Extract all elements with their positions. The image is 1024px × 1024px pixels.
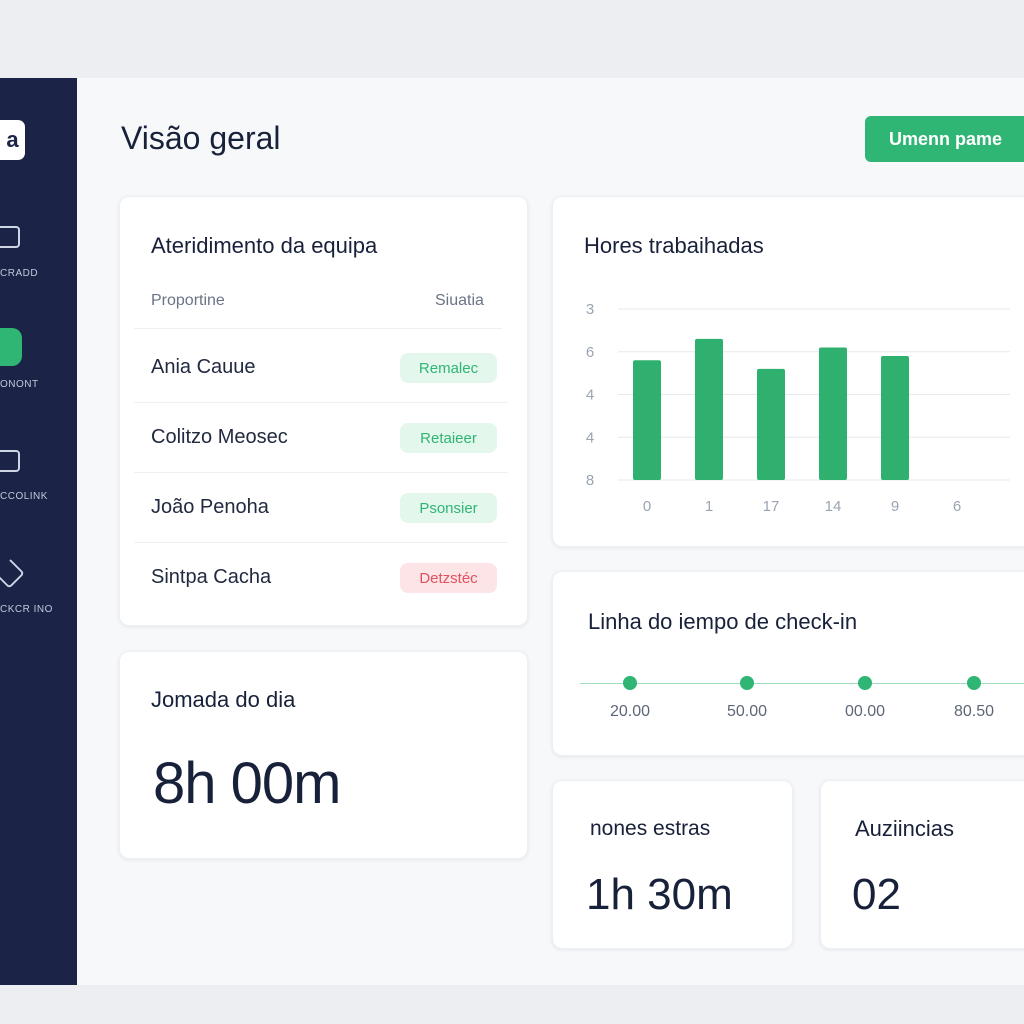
bar — [695, 338, 723, 480]
y-tick-label: 4 — [586, 387, 594, 404]
timeline-dot — [740, 676, 754, 690]
timeline-label: 20.00 — [609, 703, 651, 720]
nav-label[interactable]: CCOLINK — [0, 491, 48, 502]
nav-label[interactable]: CKCR INO — [0, 604, 53, 615]
x-tick-label: 14 — [825, 498, 842, 515]
member-name: Sintpa Cacha — [151, 566, 272, 588]
x-tick-label: 6 — [953, 498, 961, 515]
absence-value: 02 — [852, 870, 901, 919]
member-name: Ania Cauue — [151, 356, 256, 378]
row-separator — [134, 402, 508, 403]
primary-button[interactable]: Umenn pame — [865, 116, 1024, 162]
extra-value: 1h 30m — [586, 870, 733, 919]
bar — [757, 368, 785, 480]
status-badge: Detzstéc — [400, 563, 497, 593]
status-badge: Retaieer — [400, 423, 497, 453]
row-separator — [134, 472, 508, 473]
day-card — [119, 651, 528, 859]
card-title: Auziincias — [855, 816, 955, 841]
hours-card — [552, 196, 1024, 547]
bar — [819, 347, 847, 480]
column-header: Proportine — [151, 292, 225, 309]
card-title: nones estras — [590, 817, 711, 840]
bar — [633, 360, 661, 480]
extra-card — [552, 780, 793, 949]
x-tick-label: 0 — [643, 498, 651, 515]
card-title: Linha do iempo de check-in — [588, 609, 858, 634]
timeline-card — [552, 571, 1024, 756]
y-tick-label: 8 — [586, 472, 594, 489]
x-tick-label: 9 — [891, 498, 899, 515]
timeline-label: 80.50 — [953, 703, 995, 720]
timeline-dot — [858, 676, 872, 690]
nav-icon[interactable] — [0, 450, 20, 472]
row-separator — [134, 542, 508, 543]
sidebar — [0, 78, 77, 985]
card-title: Jomada do dia — [151, 687, 296, 712]
timeline-line — [580, 683, 1024, 684]
y-tick-label: 3 — [586, 301, 594, 318]
y-tick-label: 4 — [586, 429, 594, 446]
logo[interactable]: a — [0, 120, 25, 160]
status-badge: Psonsier — [400, 493, 497, 523]
absence-card — [820, 780, 1024, 949]
bar-chart: 3 6 4 4 8 0 1 17 14 9 6 — [586, 301, 1010, 515]
timeline-dot — [623, 676, 637, 690]
x-tick-label: 1 — [705, 498, 713, 515]
column-header: Siuatia — [435, 292, 484, 309]
status-badge: Remalec — [400, 353, 497, 383]
team-card — [119, 196, 528, 626]
x-tick-label: 17 — [763, 498, 780, 515]
bar — [881, 356, 909, 480]
timeline-label: 00.00 — [844, 703, 886, 720]
timeline-label: 50.00 — [726, 703, 768, 720]
day-value: 8h 00m — [153, 751, 341, 816]
nav-icon[interactable] — [0, 226, 20, 248]
nav-label[interactable]: CRADD — [0, 268, 39, 279]
nav-label[interactable]: ONONT — [0, 379, 39, 390]
row-separator — [134, 328, 502, 329]
y-tick-label: 6 — [586, 344, 594, 361]
page-title: Visão geral — [121, 120, 281, 156]
timeline-dot — [967, 676, 981, 690]
card-title: Ateridimento da equipa — [151, 233, 378, 258]
member-name: Colitzo Meosec — [151, 426, 288, 448]
card-title: Hores trabaihadas — [584, 233, 764, 258]
nav-icon[interactable] — [0, 328, 22, 366]
member-name: João Penoha — [151, 496, 269, 518]
